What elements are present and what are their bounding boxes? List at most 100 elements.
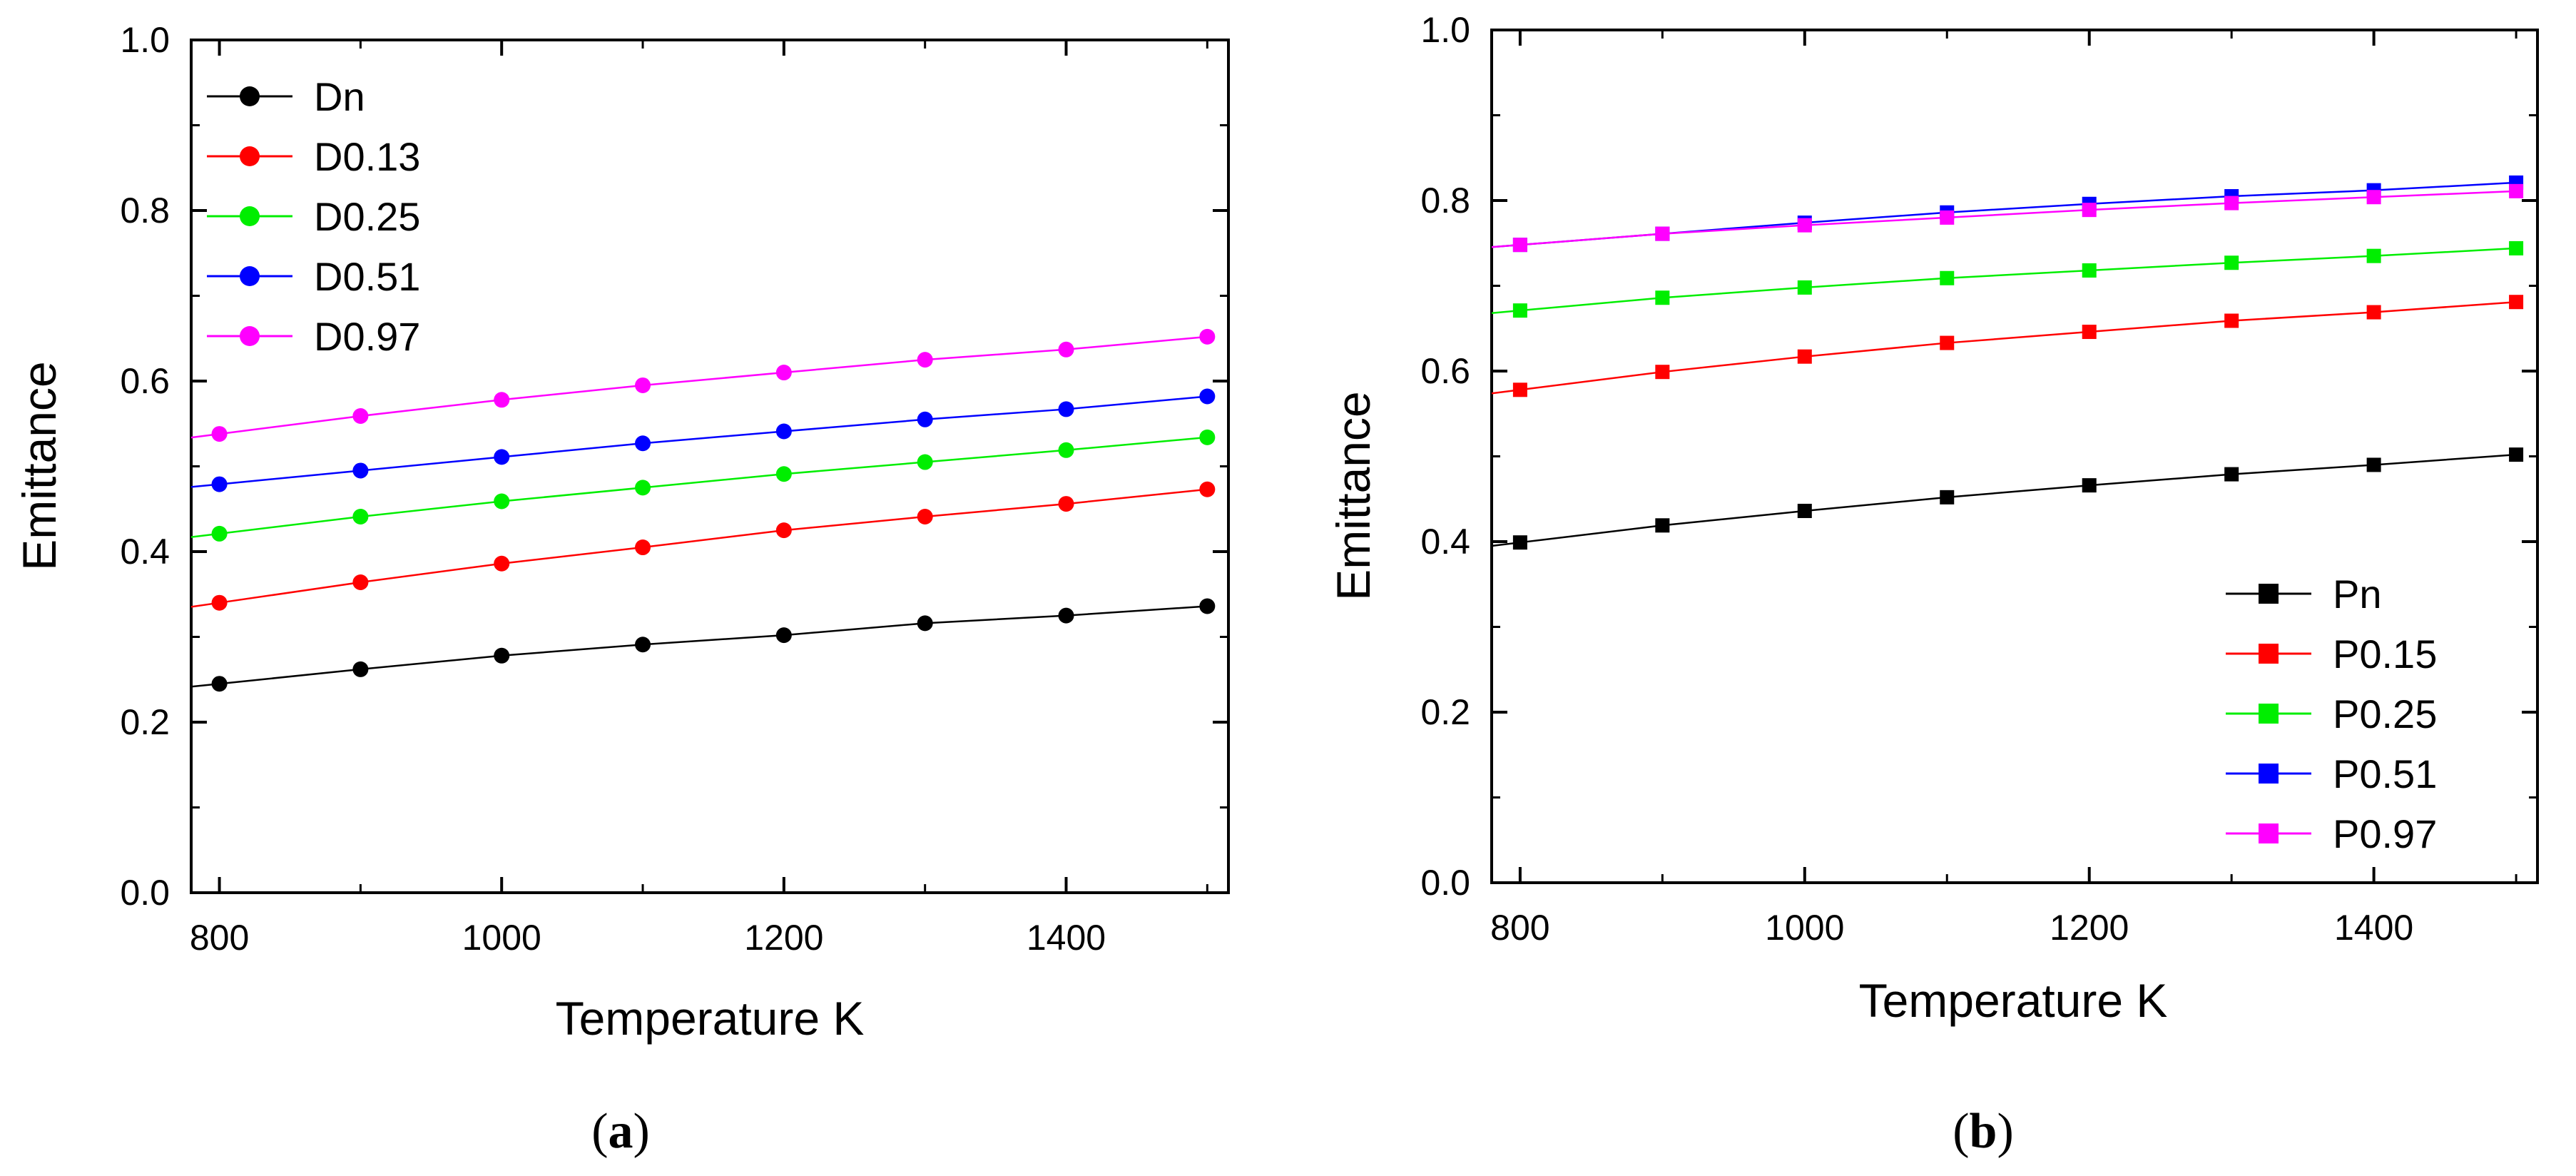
data-point-Pn [1940,490,1955,505]
data-point-D0.97 [917,352,933,368]
panel-label: (a) [591,1104,650,1159]
legend-marker-D0.51 [240,266,260,286]
panel-label-open-paren: ( [591,1104,608,1159]
data-point-P0.25 [1512,303,1527,318]
y-tick-label: 1.0 [120,20,170,60]
data-point-P0.97 [2082,203,2097,218]
series-P0.97 [1492,183,2524,253]
data-point-Dn [635,637,651,653]
data-point-D0.25 [1058,442,1074,458]
legend-label-P0.15: P0.15 [2333,632,2437,676]
legend-marker-D0.25 [240,206,260,226]
data-point-D0.97 [1199,328,1216,345]
legend-marker-P0.51 [2259,764,2279,784]
data-point-P0.25 [1797,280,1812,295]
data-point-Dn [1199,598,1216,614]
data-point-D0.97 [635,377,651,393]
data-point-D0.25 [211,525,228,542]
data-point-D0.51 [494,449,510,465]
x-tick-label: 800 [190,918,249,958]
data-point-P0.97 [2366,190,2381,205]
series-line-Dn [191,605,1208,688]
data-point-D0.97 [1058,341,1074,358]
legend-label-D0.51: D0.51 [314,254,420,299]
panel-label-close-paren: ) [1997,1104,2013,1159]
x-tick-label: 1400 [1027,918,1106,958]
data-point-Pn [2509,447,2524,462]
series-line-P0.97 [1492,190,2517,248]
y-axis-title: Emittance [1327,391,1380,600]
data-point-P0.97 [1655,226,1670,241]
series-D0.97 [191,328,1216,442]
data-point-Pn [2082,478,2097,493]
data-point-D0.97 [352,407,369,424]
data-point-P0.25 [2224,255,2239,270]
data-point-P0.25 [1655,290,1670,305]
data-point-Pn [1512,535,1527,550]
legend-marker-Dn [240,86,260,106]
series-line-D0.13 [191,488,1208,608]
x-tick-label: 1000 [462,918,541,958]
data-point-P0.15 [2509,295,2524,310]
data-point-D0.13 [775,522,792,539]
data-point-D0.13 [917,509,933,525]
legend-label-D0.25: D0.25 [314,194,420,239]
legend-marker-P0.97 [2259,823,2279,843]
x-tick-label: 1400 [2334,908,2413,948]
legend-label-P0.97: P0.97 [2333,811,2437,856]
data-point-P0.15 [1940,335,1955,350]
data-point-P0.97 [1797,218,1812,233]
data-point-Dn [917,615,933,632]
data-point-P0.15 [1797,349,1812,364]
data-point-D0.51 [211,476,228,492]
data-point-D0.13 [211,594,228,611]
legend-marker-P0.25 [2259,704,2279,724]
data-point-D0.97 [775,365,792,381]
data-point-P0.15 [2366,305,2381,320]
data-point-D0.25 [635,480,651,496]
x-tick-label: 800 [1490,908,1549,948]
y-tick-label: 0.6 [120,361,170,401]
series-line-Pn [1492,453,2517,547]
data-point-P0.97 [2224,196,2239,211]
x-tick-label: 1200 [2050,908,2129,948]
legend-label-Pn: Pn [2333,572,2382,617]
data-point-Dn [211,676,228,692]
data-point-D0.13 [352,574,369,591]
data-point-D0.51 [635,435,651,452]
x-tick-label: 1200 [744,918,823,958]
series-Pn [1492,447,2524,550]
y-tick-label: 0.4 [120,532,170,572]
legend-marker-D0.97 [240,326,260,346]
chart-panel-a: 0.0 0.2 0.4 0.6 0.8 1.0 800 1000 1200 1400 Tempera… [13,20,1230,1159]
y-tick-label: 0.0 [120,873,170,913]
data-point-D0.13 [494,555,510,572]
legend-marker-D0.13 [240,146,260,166]
series-line-D0.51 [191,395,1208,488]
y-tick-label: 0.2 [1420,692,1470,732]
data-point-P0.97 [2509,183,2524,198]
data-point-Pn [1655,518,1670,533]
series-line-D0.25 [191,436,1208,538]
data-point-P0.25 [2509,240,2524,255]
data-point-Pn [2224,467,2239,482]
series-D0.25 [191,429,1216,542]
legend-marker-P0.15 [2259,644,2279,664]
series-P0.15 [1492,295,2524,397]
panel-label-letter: b [1970,1104,1997,1159]
data-point-D0.13 [1199,481,1216,497]
data-point-P0.25 [2082,263,2097,278]
y-tick-label: 0.8 [1420,181,1470,220]
data-point-P0.97 [1512,238,1527,253]
panel-label-letter: a [609,1104,633,1159]
y-tick-label: 1.0 [1420,10,1470,50]
series-Dn [191,598,1216,692]
x-tick-label: 1000 [1765,908,1844,948]
data-point-D0.25 [1199,429,1216,445]
data-point-D0.25 [775,466,792,482]
legend-label-Dn: Dn [314,74,365,119]
data-point-Pn [1797,503,1812,518]
y-tick-label: 0.4 [1420,522,1470,562]
y-tick-label: 0.6 [1420,351,1470,391]
